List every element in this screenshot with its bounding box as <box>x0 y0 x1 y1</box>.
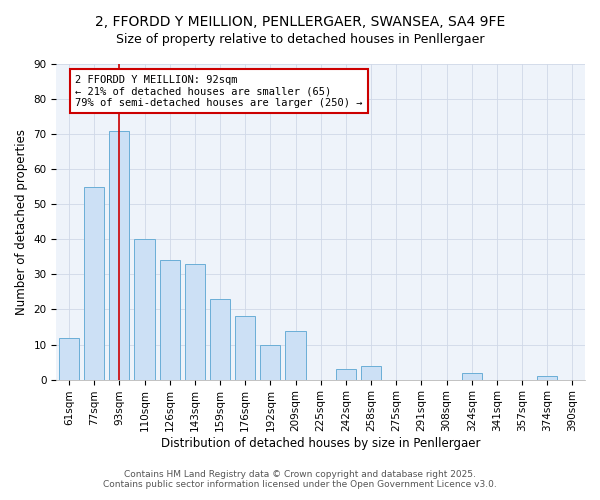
Bar <box>235 316 255 380</box>
Bar <box>59 338 79 380</box>
Bar <box>109 130 130 380</box>
Text: 2 FFORDD Y MEILLION: 92sqm
← 21% of detached houses are smaller (65)
79% of semi: 2 FFORDD Y MEILLION: 92sqm ← 21% of deta… <box>75 74 363 108</box>
Bar <box>537 376 557 380</box>
Text: 2, FFORDD Y MEILLION, PENLLERGAER, SWANSEA, SA4 9FE: 2, FFORDD Y MEILLION, PENLLERGAER, SWANS… <box>95 15 505 29</box>
Bar <box>134 240 155 380</box>
X-axis label: Distribution of detached houses by size in Penllergaer: Distribution of detached houses by size … <box>161 437 481 450</box>
Text: Size of property relative to detached houses in Penllergaer: Size of property relative to detached ho… <box>116 32 484 46</box>
Bar <box>361 366 381 380</box>
Text: Contains HM Land Registry data © Crown copyright and database right 2025.
Contai: Contains HM Land Registry data © Crown c… <box>103 470 497 489</box>
Bar <box>210 299 230 380</box>
Y-axis label: Number of detached properties: Number of detached properties <box>15 129 28 315</box>
Bar <box>260 344 280 380</box>
Bar <box>185 264 205 380</box>
Bar <box>461 372 482 380</box>
Bar <box>336 369 356 380</box>
Bar <box>84 186 104 380</box>
Bar <box>286 330 305 380</box>
Bar <box>160 260 180 380</box>
